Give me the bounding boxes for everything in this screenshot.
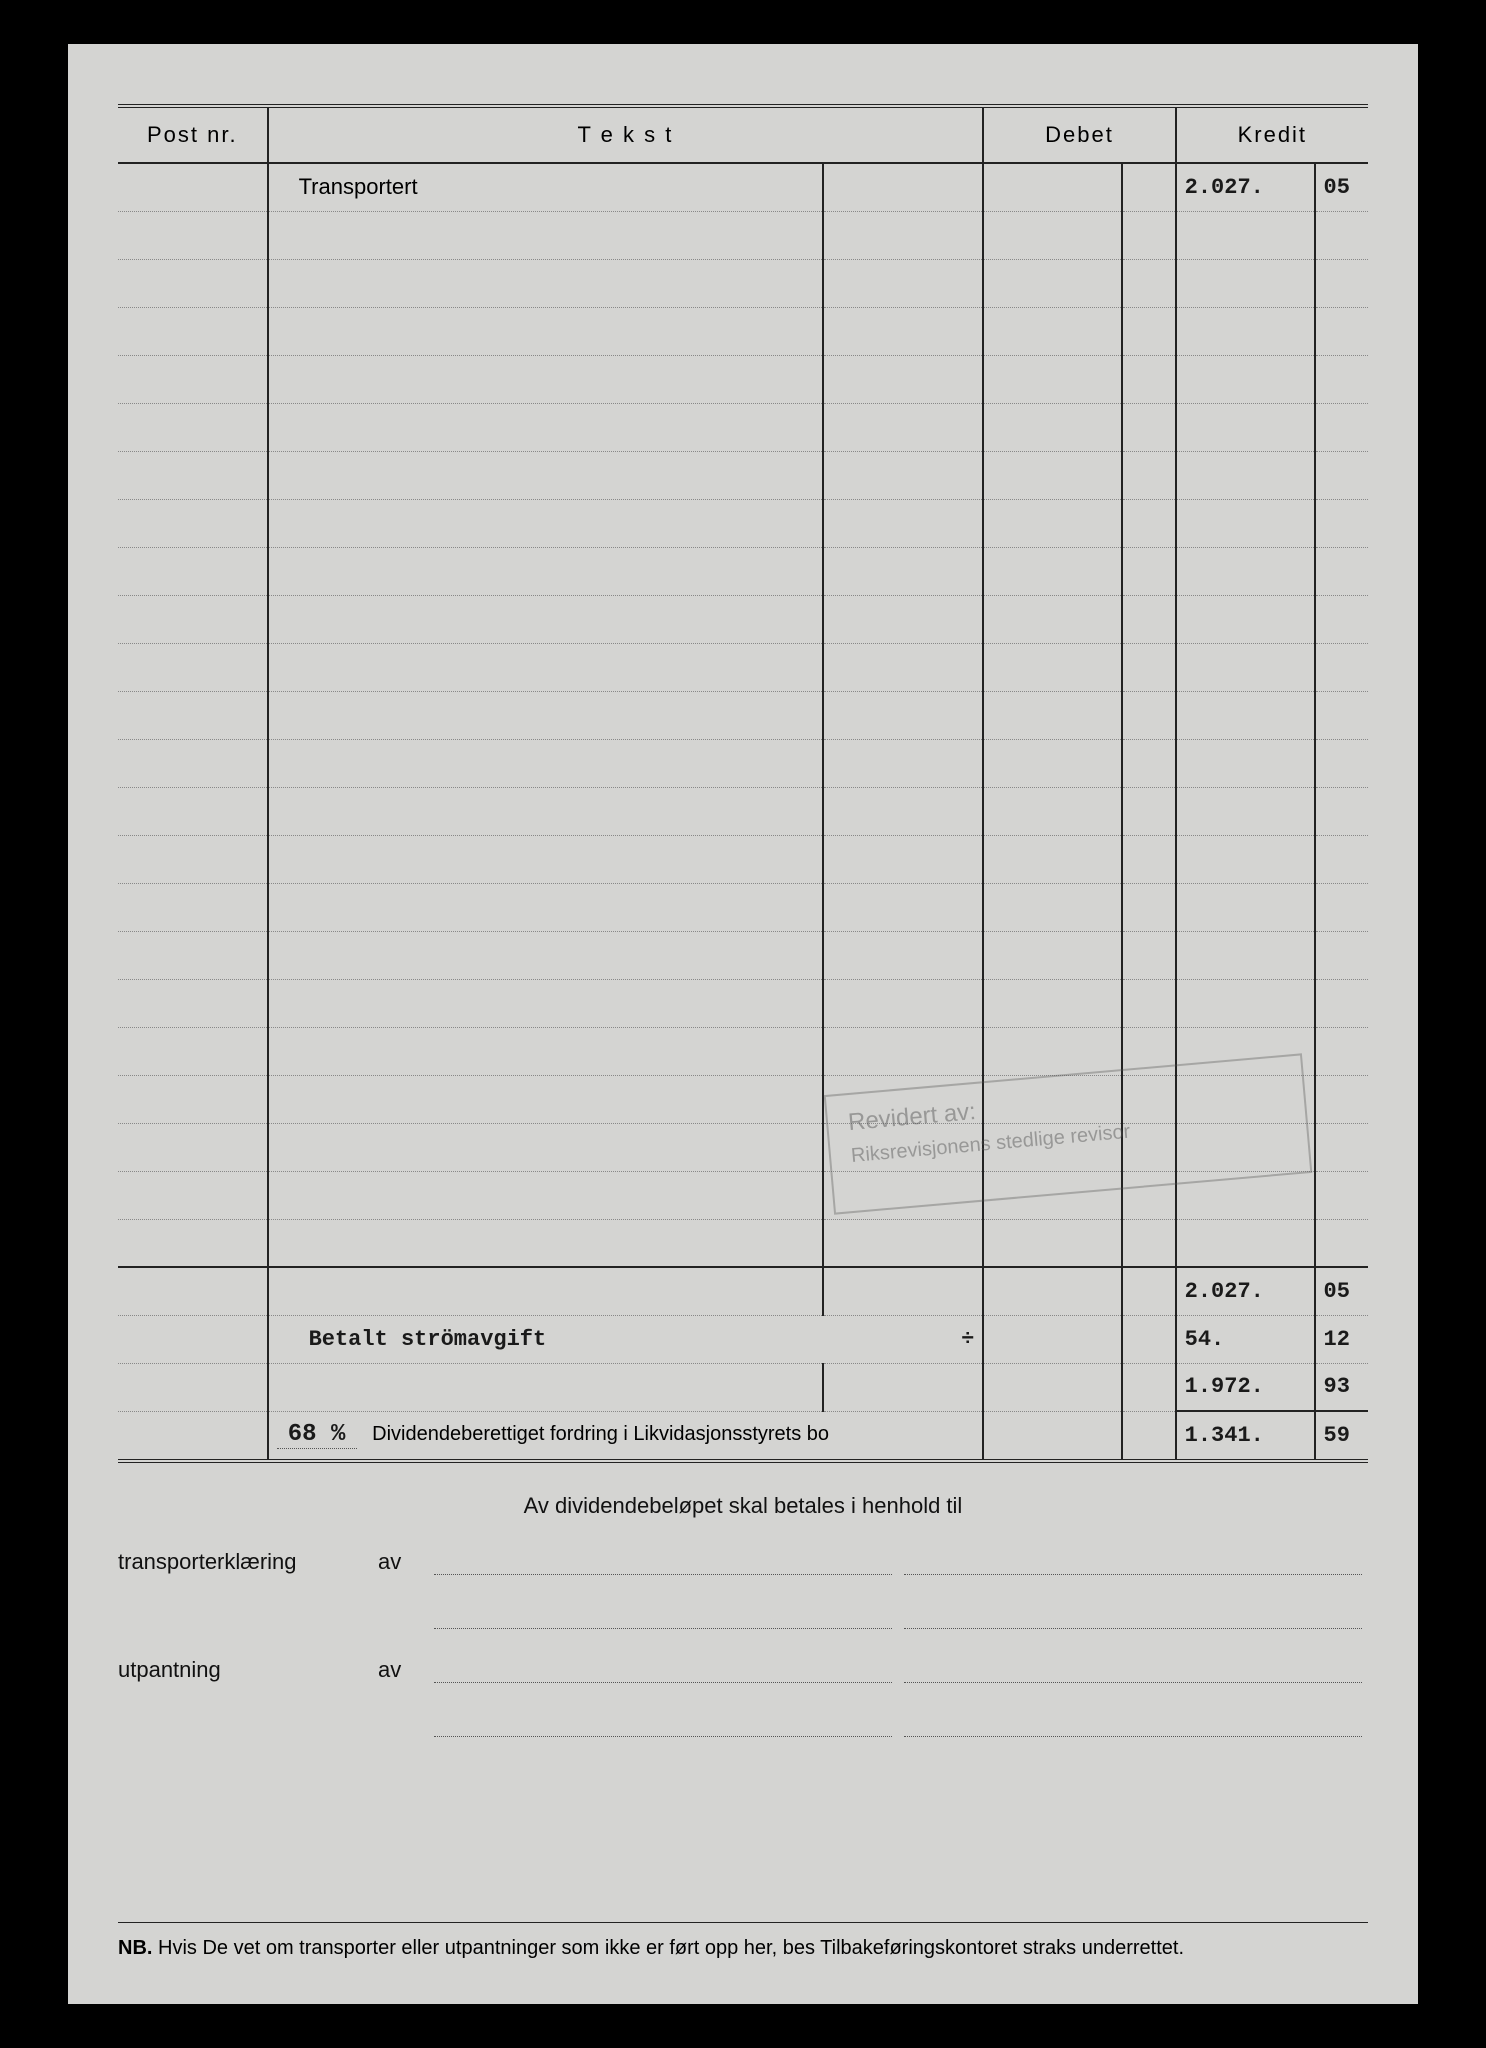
header-row: Post nr. T e k s t Debet Kredit [118, 108, 1368, 163]
cell-transportert-kredit-main: 2.027. [1176, 163, 1315, 211]
footer-row-blank-2 [118, 1711, 1368, 1737]
row-blank [118, 211, 1368, 259]
blank-line [434, 1549, 892, 1575]
cell-stromavgift-cents: 12 [1315, 1315, 1368, 1363]
header-kredit: Kredit [1176, 108, 1368, 163]
blank-line [904, 1603, 1362, 1629]
row-blank [118, 739, 1368, 787]
row-blank [118, 643, 1368, 691]
row-stromavgift: Betalt strömavgift ÷ 54. 12 [118, 1315, 1368, 1363]
cell-transportert-label: Transportert [268, 163, 824, 211]
row-blank [118, 1027, 1368, 1075]
row-blank [118, 931, 1368, 979]
row-blank [118, 451, 1368, 499]
row-blank [118, 691, 1368, 739]
header-debet: Debet [983, 108, 1175, 163]
footer-row-blank-1 [118, 1603, 1368, 1629]
row-blank [118, 259, 1368, 307]
footer-block: Av dividendebeløpet skal betales i henho… [118, 1493, 1368, 1737]
blank-line [904, 1549, 1362, 1575]
row-blank [118, 595, 1368, 643]
row-blank [118, 1219, 1368, 1267]
footer-row-utpantning: utpantning av [118, 1657, 1368, 1683]
row-blank [118, 547, 1368, 595]
cell-net-main: 1.972. [1176, 1363, 1315, 1411]
ledger-page: Post nr. T e k s t Debet Kredit Transpor… [68, 44, 1418, 2004]
row-blank [118, 883, 1368, 931]
blank-line [434, 1603, 892, 1629]
row-blank [118, 787, 1368, 835]
blank-line [904, 1711, 1362, 1737]
cell-dividend-main: 1.341. [1176, 1411, 1315, 1459]
nb-notice: NB. Hvis De vet om transporter eller utp… [118, 1922, 1368, 1960]
ledger-table-wrapper: Post nr. T e k s t Debet Kredit Transpor… [118, 104, 1368, 1463]
header-tekst: T e k s t [268, 108, 984, 163]
row-transportert: Transportert 2.027. 05 [118, 163, 1368, 211]
cell-net-cents: 93 [1315, 1363, 1368, 1411]
footer-center-text: Av dividendebeløpet skal betales i henho… [118, 1493, 1368, 1519]
cell-subtotal-cents: 05 [1315, 1267, 1368, 1315]
row-blank [118, 499, 1368, 547]
label-av-1: av [378, 1549, 428, 1575]
row-blank [118, 1171, 1368, 1219]
label-transporterklaering: transporterklæring [118, 1549, 378, 1575]
label-utpantning: utpantning [118, 1657, 378, 1683]
row-blank [118, 979, 1368, 1027]
header-post: Post nr. [118, 108, 268, 163]
cell-transportert-kredit-cents: 05 [1315, 163, 1368, 211]
row-blank [118, 403, 1368, 451]
division-symbol: ÷ [961, 1327, 974, 1352]
blank-line [434, 1657, 892, 1683]
cell-dividend-text: 68 % Dividendeberettiget fordring i Likv… [268, 1411, 984, 1459]
row-blank [118, 355, 1368, 403]
row-net: 1.972. 93 [118, 1363, 1368, 1411]
cell-dividend-cents: 59 [1315, 1411, 1368, 1459]
blank-line [434, 1711, 892, 1737]
label-av-2: av [378, 1657, 428, 1683]
row-blank [118, 307, 1368, 355]
row-subtotal: 2.027. 05 [118, 1267, 1368, 1315]
row-dividend: 68 % Dividendeberettiget fordring i Likv… [118, 1411, 1368, 1459]
footer-row-transport: transporterklæring av [118, 1549, 1368, 1575]
row-blank [118, 835, 1368, 883]
cell-stromavgift-main: 54. [1176, 1315, 1315, 1363]
cell-subtotal-main: 2.027. [1176, 1267, 1315, 1315]
ledger-table: Post nr. T e k s t Debet Kredit Transpor… [118, 108, 1368, 1459]
dividend-pct: 68 % [277, 1421, 357, 1449]
cell-stromavgift: Betalt strömavgift ÷ [268, 1315, 984, 1363]
row-blank [118, 1123, 1368, 1171]
blank-line [904, 1657, 1362, 1683]
row-blank [118, 1075, 1368, 1123]
